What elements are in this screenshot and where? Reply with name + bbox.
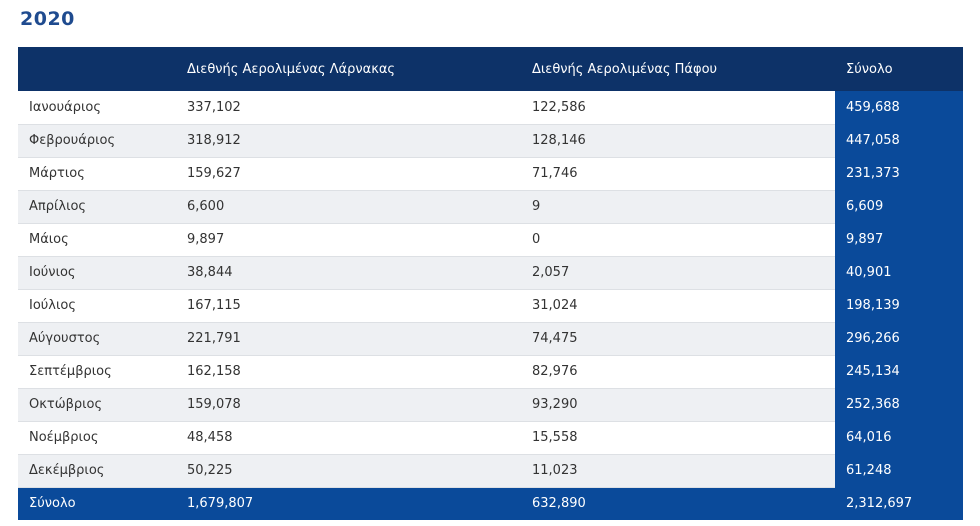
- table-row: Νοέμβριος 48,458 15,558 64,016: [18, 421, 963, 455]
- table-row: Απρίλιος 6,600 9 6,609: [18, 190, 963, 224]
- cell-month: Φεβρουάριος: [18, 124, 176, 158]
- cell-month: Μάρτιος: [18, 157, 176, 191]
- cell-larnaca: 167,115: [176, 289, 521, 323]
- table-row: Ιούλιος 167,115 31,024 198,139: [18, 289, 963, 323]
- cell-paphos: 93,290: [521, 388, 835, 422]
- cell-month: Νοέμβριος: [18, 421, 176, 455]
- table-row: Δεκέμβριος 50,225 11,023 61,248: [18, 454, 963, 488]
- table-row: Αύγουστος 221,791 74,475 296,266: [18, 322, 963, 356]
- table-row: Οκτώβριος 159,078 93,290 252,368: [18, 388, 963, 422]
- cell-total: 40,901: [835, 256, 963, 290]
- header-paphos: Διεθνής Αερολιμένας Πάφου: [521, 47, 835, 91]
- passenger-table: Διεθνής Αερολιμένας Λάρνακας Διεθνής Αερ…: [18, 47, 963, 520]
- cell-paphos: 128,146: [521, 124, 835, 158]
- cell-total: 6,609: [835, 190, 963, 224]
- header-month: [18, 47, 176, 91]
- cell-month: Αύγουστος: [18, 322, 176, 356]
- cell-total: 231,373: [835, 157, 963, 191]
- cell-paphos: 11,023: [521, 454, 835, 488]
- cell-paphos: 15,558: [521, 421, 835, 455]
- cell-month: Σεπτέμβριος: [18, 355, 176, 389]
- cell-total: 61,248: [835, 454, 963, 488]
- table-row: Φεβρουάριος 318,912 128,146 447,058: [18, 124, 963, 158]
- cell-total: 198,139: [835, 289, 963, 323]
- cell-total: 296,266: [835, 322, 963, 356]
- cell-paphos: 9: [521, 190, 835, 224]
- cell-paphos: 74,475: [521, 322, 835, 356]
- cell-paphos: 31,024: [521, 289, 835, 323]
- cell-larnaca: 318,912: [176, 124, 521, 158]
- footer-paphos: 632,890: [521, 487, 835, 520]
- cell-total: 245,134: [835, 355, 963, 389]
- cell-paphos: 2,057: [521, 256, 835, 290]
- footer-total: 2,312,697: [835, 487, 963, 520]
- cell-total: 459,688: [835, 91, 963, 125]
- header-larnaca: Διεθνής Αερολιμένας Λάρνακας: [176, 47, 521, 91]
- cell-larnaca: 221,791: [176, 322, 521, 356]
- cell-larnaca: 337,102: [176, 91, 521, 125]
- cell-total: 64,016: [835, 421, 963, 455]
- cell-larnaca: 159,627: [176, 157, 521, 191]
- cell-month: Οκτώβριος: [18, 388, 176, 422]
- table-row: Σεπτέμβριος 162,158 82,976 245,134: [18, 355, 963, 389]
- cell-month: Ιούλιος: [18, 289, 176, 323]
- cell-month: Απρίλιος: [18, 190, 176, 224]
- section-heading: 2020: [20, 8, 75, 30]
- table-row: Ιανουάριος 337,102 122,586 459,688: [18, 91, 963, 125]
- cell-paphos: 82,976: [521, 355, 835, 389]
- table-header-row: Διεθνής Αερολιμένας Λάρνακας Διεθνής Αερ…: [18, 47, 963, 91]
- cell-larnaca: 48,458: [176, 421, 521, 455]
- cell-larnaca: 6,600: [176, 190, 521, 224]
- cell-month: Δεκέμβριος: [18, 454, 176, 488]
- table-row: Μάρτιος 159,627 71,746 231,373: [18, 157, 963, 191]
- cell-larnaca: 38,844: [176, 256, 521, 290]
- cell-month: Μάιος: [18, 223, 176, 257]
- cell-larnaca: 50,225: [176, 454, 521, 488]
- cell-month: Ιανουάριος: [18, 91, 176, 125]
- cell-larnaca: 159,078: [176, 388, 521, 422]
- cell-larnaca: 9,897: [176, 223, 521, 257]
- cell-total: 252,368: [835, 388, 963, 422]
- cell-total: 9,897: [835, 223, 963, 257]
- cell-month: Ιούνιος: [18, 256, 176, 290]
- cell-paphos: 0: [521, 223, 835, 257]
- table-row: Ιούνιος 38,844 2,057 40,901: [18, 256, 963, 290]
- table-row: Μάιος 9,897 0 9,897: [18, 223, 963, 257]
- header-total: Σύνολο: [835, 47, 963, 91]
- cell-paphos: 122,586: [521, 91, 835, 125]
- footer-larnaca: 1,679,807: [176, 487, 521, 520]
- cell-paphos: 71,746: [521, 157, 835, 191]
- cell-larnaca: 162,158: [176, 355, 521, 389]
- cell-total: 447,058: [835, 124, 963, 158]
- table-footer-row: Σύνολο 1,679,807 632,890 2,312,697: [18, 487, 963, 520]
- footer-month: Σύνολο: [18, 487, 176, 520]
